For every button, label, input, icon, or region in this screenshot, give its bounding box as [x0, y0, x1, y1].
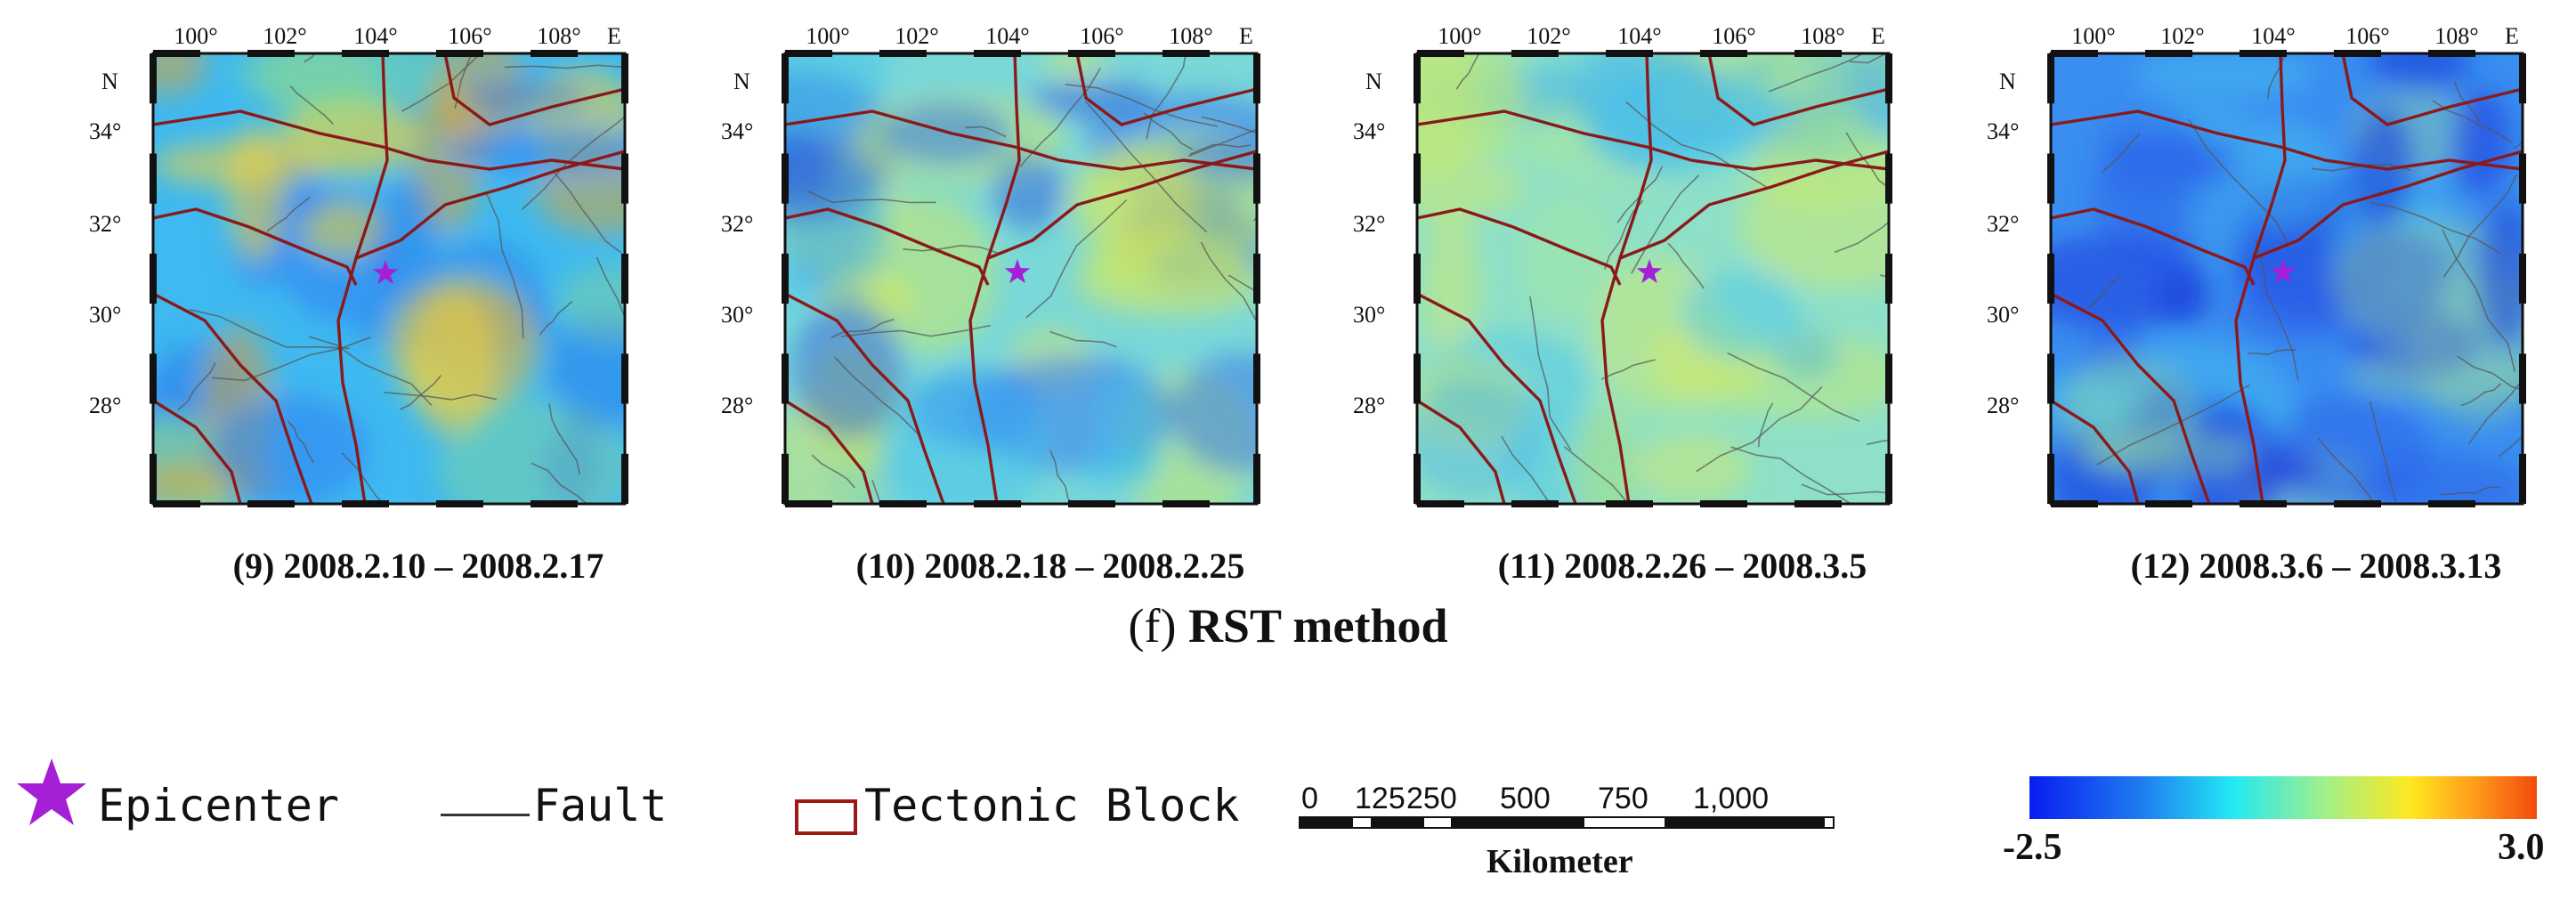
x-tick-label: 106° — [1712, 23, 1755, 49]
map-panel-graphic: 100° 102° 104° 106° 108° E N 34° 32° 30° 28° — [1987, 23, 2526, 507]
scale-bar-tick-label: 1,000 — [1693, 782, 1769, 815]
y-axis-unit: N — [1999, 69, 2016, 94]
y-axis-unit: N — [733, 69, 750, 94]
y-tick-label: 32° — [1987, 211, 2019, 237]
y-tick-label: 30° — [89, 302, 121, 328]
scale-bar: 0 125 250 500 750 1,000 Kilometer — [1291, 774, 1869, 890]
y-tick-label: 30° — [721, 302, 753, 328]
map-panel-9: 100° 102° 104° 106° 108° E N 34° 32° 30° 28° (9) 20… — [80, 23, 703, 586]
x-tick-label: 102° — [1527, 23, 1570, 49]
tectonic-block-icon — [795, 799, 857, 835]
color-bar-max-label: 3.0 — [2498, 827, 2545, 868]
map-caption: (9) 2008.2.10 – 2008.2.17 — [232, 546, 604, 586]
x-tick-label: 106° — [448, 23, 491, 49]
x-axis-unit: E — [1871, 23, 1885, 49]
y-axis-unit: N — [101, 69, 118, 94]
scale-bar-tick-label: 125 — [1355, 782, 1405, 815]
section-title: (f) RST method — [0, 598, 2576, 653]
map-panel-11: 100° 102° 104° 106° 108° E N 34° 32° 30° 28° (11) 2… — [1344, 23, 1967, 586]
epicenter-star-icon — [372, 260, 399, 285]
x-tick-label: 104° — [2251, 23, 2295, 49]
y-tick-label: 30° — [1987, 302, 2019, 328]
y-tick-label: 34° — [1353, 118, 1385, 144]
x-tick-label: 106° — [2345, 23, 2389, 49]
x-tick-label: 108° — [537, 23, 580, 49]
color-bar-min-label: -2.5 — [2003, 827, 2062, 868]
color-bar — [2029, 776, 2537, 819]
x-tick-label: 100° — [2071, 23, 2115, 49]
scale-bar-unit: Kilometer — [1486, 843, 1633, 880]
map-caption: (11) 2008.2.26 – 2008.3.5 — [1497, 546, 1867, 586]
y-tick-label: 34° — [1987, 118, 2019, 144]
map-panel-graphic: 100° 102° 104° 106° 108° E N 34° 32° 30° 28° — [89, 23, 628, 507]
y-tick-label: 34° — [721, 118, 753, 144]
x-tick-label: 102° — [263, 23, 306, 49]
x-tick-label: 104° — [1617, 23, 1661, 49]
scale-bar-tick-label: 0 — [1301, 782, 1318, 815]
legend-tectonic-block-label: Tectonic Block — [864, 780, 1240, 831]
x-tick-label: 100° — [174, 23, 217, 49]
y-tick-label: 32° — [89, 211, 121, 237]
map-panel-graphic: 100° 102° 104° 106° 108° E N 34° 32° 30° 28° — [721, 23, 1260, 507]
x-tick-label: 106° — [1080, 23, 1123, 49]
scale-bar-tick-label: 250 — [1406, 782, 1457, 815]
x-axis-unit: E — [2505, 23, 2519, 49]
y-tick-label: 28° — [721, 393, 753, 418]
scale-bar-tick-label: 750 — [1598, 782, 1648, 815]
y-tick-label: 28° — [1987, 393, 2019, 418]
x-axis-unit: E — [607, 23, 621, 49]
x-tick-label: 108° — [1801, 23, 1844, 49]
y-tick-label: 30° — [1353, 302, 1385, 328]
y-tick-label: 34° — [89, 118, 121, 144]
x-axis-unit: E — [1239, 23, 1253, 49]
x-tick-label: 100° — [1438, 23, 1481, 49]
x-tick-label: 102° — [895, 23, 938, 49]
map-caption: (10) 2008.2.18 – 2008.2.25 — [855, 546, 1245, 586]
legend-epicenter-label: Epicenter — [98, 780, 339, 831]
map-panel-graphic: 100° 102° 104° 106° 108° E N 34° 32° 30° 28° — [1353, 23, 1892, 507]
y-tick-label: 32° — [721, 211, 753, 237]
x-tick-label: 100° — [806, 23, 849, 49]
scale-bar-tick-label: 500 — [1500, 782, 1551, 815]
y-axis-unit: N — [1365, 69, 1382, 94]
legend-fault-label: Fault — [533, 780, 668, 831]
x-tick-label: 104° — [353, 23, 397, 49]
section-title-method: RST method — [1176, 599, 1448, 653]
x-tick-label: 108° — [2434, 23, 2478, 49]
map-caption: (12) 2008.3.6 – 2008.3.13 — [2130, 546, 2502, 586]
epicenter-star-icon — [1636, 259, 1663, 284]
x-tick-label: 104° — [985, 23, 1029, 49]
epicenter-star-icon — [17, 758, 86, 825]
y-tick-label: 28° — [1353, 393, 1385, 418]
y-tick-label: 28° — [89, 393, 121, 418]
epicenter-star-icon — [2270, 259, 2297, 284]
epicenter-star-icon — [1004, 259, 1031, 284]
scale-bar-graphic: 0 125 250 500 750 1,000 — [1299, 782, 1835, 829]
y-tick-label: 32° — [1353, 211, 1385, 237]
fault-line-icon — [441, 814, 530, 816]
map-panel-10: 100° 102° 104° 106° 108° E N 34° 32° 30° 28° (10) 2… — [712, 23, 1335, 586]
map-panel-12: 100° 102° 104° 106° 108° E N 34° 32° 30° 28° (12) 2… — [1978, 23, 2576, 586]
x-tick-label: 108° — [1169, 23, 1212, 49]
x-tick-label: 102° — [2160, 23, 2204, 49]
section-title-label: (f) — [1128, 599, 1177, 653]
